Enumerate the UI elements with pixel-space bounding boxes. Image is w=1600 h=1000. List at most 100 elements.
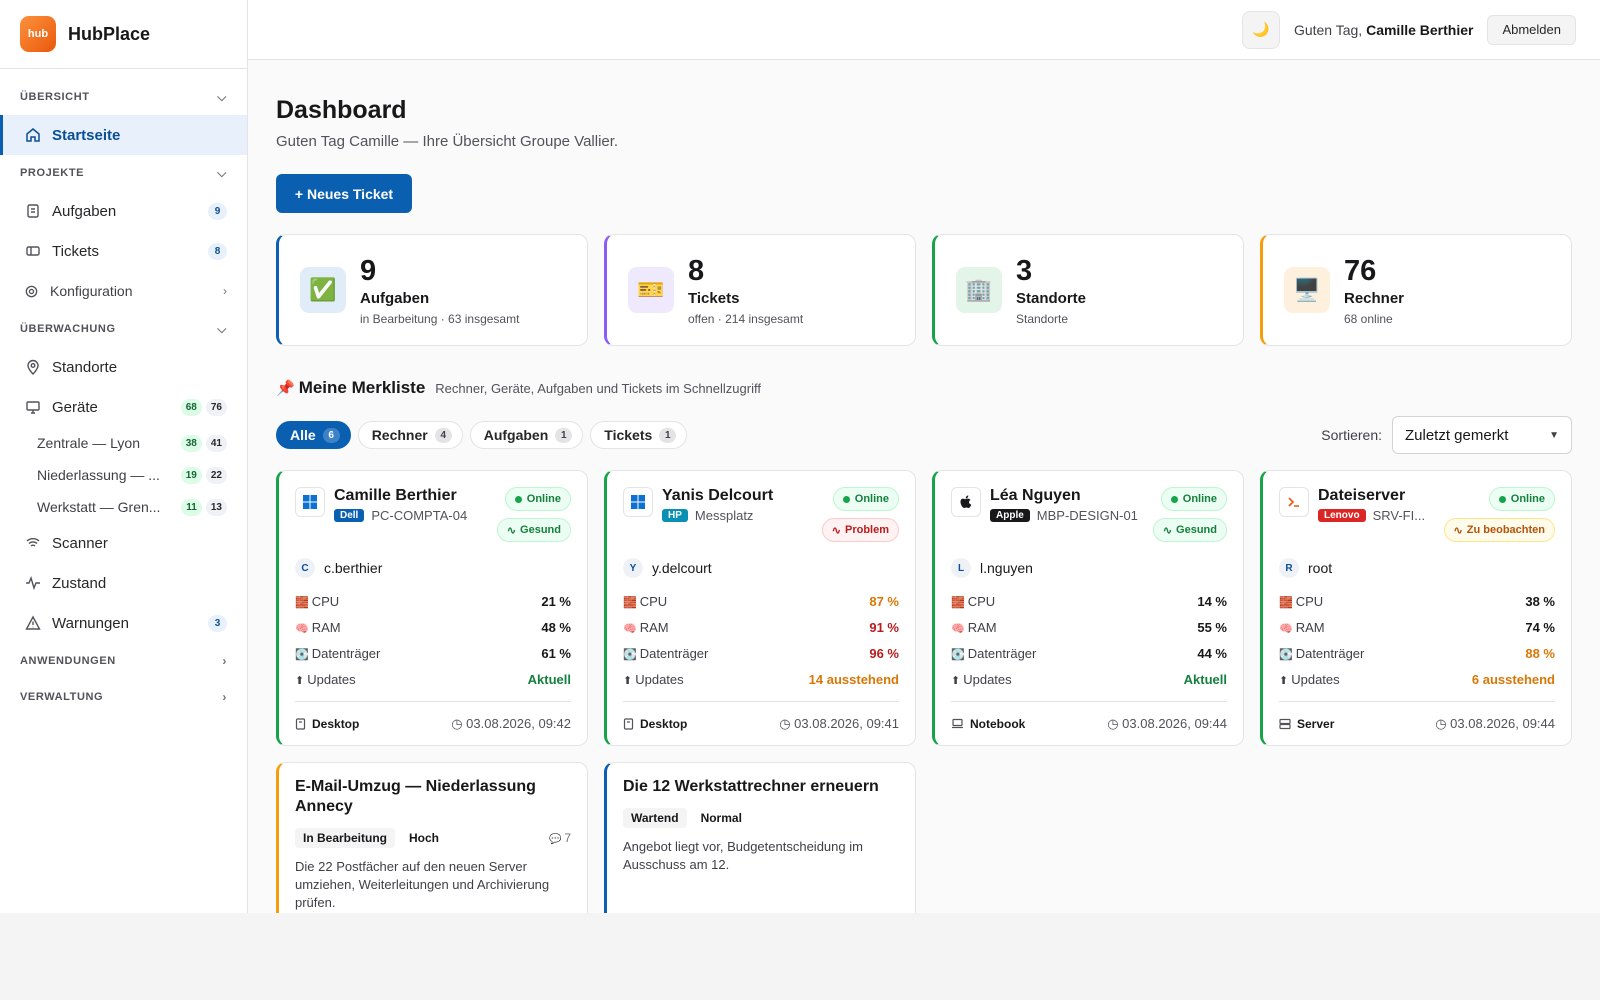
metric-name: Updates — [1291, 671, 1340, 687]
filter-chip-tickets[interactable]: Tickets 1 — [590, 421, 688, 449]
sort-value: Zuletzt gemerkt — [1405, 426, 1509, 444]
theme-toggle-button[interactable]: 🌙 — [1241, 10, 1280, 49]
sidebar-item-health[interactable]: Zustand — [0, 563, 247, 603]
section-overview[interactable]: ÜBERSICHT ⌵ — [0, 79, 247, 115]
count-badge: 3 — [208, 614, 227, 632]
item-title[interactable]: Die 12 Werkstattrechner erneuern — [623, 778, 879, 795]
metric-label: ⬆ Updates — [623, 672, 684, 687]
sidebar-item-label: Tickets — [52, 242, 99, 260]
metric-row-updates: ⬆ Updates Aktuell — [951, 666, 1227, 692]
chevron-down-icon: ⌵ — [217, 89, 227, 104]
card-title-block: Camille Berthier Dell PC-COMPTA-04 — [334, 487, 497, 542]
computer-name[interactable]: Camille Berthier — [334, 487, 457, 504]
section-projects[interactable]: PROJEKTE ⌵ — [0, 155, 247, 191]
brand[interactable]: hub HubPlace — [0, 0, 247, 69]
device-type-label: Desktop — [640, 716, 688, 731]
computer-card[interactable]: Léa Nguyen Apple MBP-DESIGN-01 Online ∿ Gesun… — [932, 470, 1244, 746]
computer-card[interactable]: Yanis Delcourt HP Messplatz Online ∿ Problem Y… — [604, 470, 916, 746]
last-seen: ◷ 03.08.2026, 09:42 — [451, 716, 571, 732]
online-label: Online — [854, 493, 889, 505]
metric-value: 48 % — [541, 619, 571, 635]
item-title[interactable]: E-Mail-Umzug — Niederlassung Annecy — [295, 778, 536, 815]
watch-item-card[interactable]: Die 12 Werkstattrechner erneuern Wartend N… — [604, 762, 916, 913]
sidebar-location-item[interactable]: Niederlassung — ... 19 22 — [0, 459, 247, 491]
user-login: c.berthier — [324, 560, 383, 576]
pulse-icon: ∿ — [1453, 524, 1463, 537]
sidebar-item-configuration[interactable]: Konfiguration › — [0, 271, 247, 311]
sidebar-item-label: Aufgaben — [52, 202, 117, 220]
new-ticket-button[interactable]: + Neues Ticket — [276, 174, 412, 213]
stat-card[interactable]: 🏢 3 Standorte Standorte — [932, 234, 1244, 346]
status-badges: Online ∿ Gesund — [496, 487, 571, 542]
device-type: Desktop — [623, 717, 687, 731]
metrics-list: 🧱 CPU 14 % 🧠 RAM 55 % 💽 Datenträger 44 % ⬆ Updates… — [951, 588, 1227, 692]
home-icon — [24, 126, 42, 144]
metric-name: CPU — [967, 593, 996, 609]
disk-icon: 💽 — [623, 648, 637, 661]
metric-value: 55 % — [1197, 619, 1227, 635]
sidebar-item-warnings[interactable]: Warnungen 3 — [0, 603, 247, 643]
sidebar-item-tickets[interactable]: Tickets 8 — [0, 231, 247, 271]
last-seen-value: 03.08.2026, 09:44 — [1450, 715, 1555, 731]
computer-card[interactable]: Dateiserver Lenovo SRV-FI... Online ∿ Zu beob… — [1260, 470, 1572, 746]
status-badges: Online ∿ Zu beobachten — [1443, 487, 1555, 542]
wifi-icon — [24, 534, 42, 552]
section-label: VERWALTUNG — [20, 691, 104, 703]
section-apps[interactable]: ANWENDUNGEN › — [0, 643, 247, 679]
last-seen: ◷ 03.08.2026, 09:41 — [779, 716, 899, 732]
sidebar-item-sites[interactable]: Standorte — [0, 347, 247, 387]
sidebar-item-tasks[interactable]: Aufgaben 9 — [0, 191, 247, 231]
online-label: Online — [1182, 493, 1217, 505]
section-admin[interactable]: VERWALTUNG › — [0, 679, 247, 715]
app-name: HubPlace — [68, 23, 151, 44]
stat-subtext: offen · 214 insgesamt — [688, 311, 804, 326]
metric-name: Datenträger — [311, 645, 381, 661]
metric-name: CPU — [639, 593, 668, 609]
stat-subtext: 68 online — [1344, 311, 1393, 326]
filter-chip-count: 6 — [322, 427, 340, 443]
updates-icon: ⬆ — [951, 674, 961, 687]
sidebar-item-devices[interactable]: Geräte 68 76 — [0, 387, 247, 427]
filter-chip-rechner[interactable]: Rechner 4 — [357, 421, 463, 449]
last-seen-value: 03.08.2026, 09:42 — [466, 715, 571, 731]
computer-name[interactable]: Dateiserver — [1318, 487, 1406, 504]
metric-row-disk: 💽 Datenträger 61 % — [295, 640, 571, 666]
section-monitoring[interactable]: ÜBERWACHUNG ⌵ — [0, 311, 247, 347]
stat-card[interactable]: ✅ 9 Aufgaben in Bearbeitung · 63 insgesamt — [276, 234, 588, 346]
sidebar-item-scanner[interactable]: Scanner — [0, 523, 247, 563]
pulse-icon: ∿ — [506, 524, 517, 537]
watchlist-grid: Camille Berthier Dell PC-COMPTA-04 Online ∿ G… — [276, 470, 1572, 913]
metric-name: Updates — [307, 671, 356, 687]
sidebar-item-label: Zentrale — Lyon — [37, 435, 140, 451]
watch-item-card[interactable]: E-Mail-Umzug — Niederlassung Annecy In Be… — [276, 762, 588, 913]
sort-select[interactable]: Zuletzt gemerkt ▼ — [1392, 416, 1572, 454]
stat-card[interactable]: 🎫 8 Tickets offen · 214 insgesamt — [604, 234, 916, 346]
metric-name: CPU — [1295, 593, 1324, 609]
sidebar-location-item[interactable]: Zentrale — Lyon 38 41 — [0, 427, 247, 459]
metric-value: 14 % — [1197, 593, 1227, 609]
sidebar-location-item[interactable]: Werkstatt — Gren... 11 13 — [0, 491, 247, 523]
stats-row: ✅ 9 Aufgaben in Bearbeitung · 63 insgesamt 🎫… — [276, 234, 1572, 346]
computer-name[interactable]: Léa Nguyen — [990, 487, 1081, 504]
filter-chip-aufgaben[interactable]: Aufgaben 1 — [469, 421, 584, 449]
metric-name: Updates — [963, 671, 1012, 687]
logout-button[interactable]: Abmelden — [1487, 14, 1576, 45]
clipboard-icon — [24, 202, 42, 220]
stat-card[interactable]: 🖥️ 76 Rechner 68 online — [1260, 234, 1572, 346]
chevron-down-icon: ⌵ — [217, 165, 227, 180]
health-badge: ∿ Gesund — [1152, 518, 1227, 542]
watchlist-header: 📌 Meine Merkliste Rechner, Geräte, Aufga… — [276, 378, 1572, 398]
sidebar-item-home[interactable]: Startseite — [0, 115, 247, 155]
metric-value: 38 % — [1525, 593, 1555, 609]
hostname: Messplatz — [694, 508, 754, 523]
computer-card[interactable]: Camille Berthier Dell PC-COMPTA-04 Online ∿ G… — [276, 470, 588, 746]
warning-icon — [24, 614, 42, 632]
filter-chip-alle[interactable]: Alle 6 — [276, 421, 351, 449]
watchlist-filters: Alle 6 Rechner 4 Aufgaben 1 Tickets 1 Sortieren… — [276, 416, 1572, 454]
metric-row-cpu: 🧱 CPU 87 % — [623, 588, 899, 614]
pulse-icon: ∿ — [1162, 524, 1173, 537]
computer-name[interactable]: Yanis Delcourt — [662, 487, 774, 504]
sidebar-item-label: Geräte — [52, 398, 98, 416]
metric-row-ram: 🧠 RAM 55 % — [951, 614, 1227, 640]
